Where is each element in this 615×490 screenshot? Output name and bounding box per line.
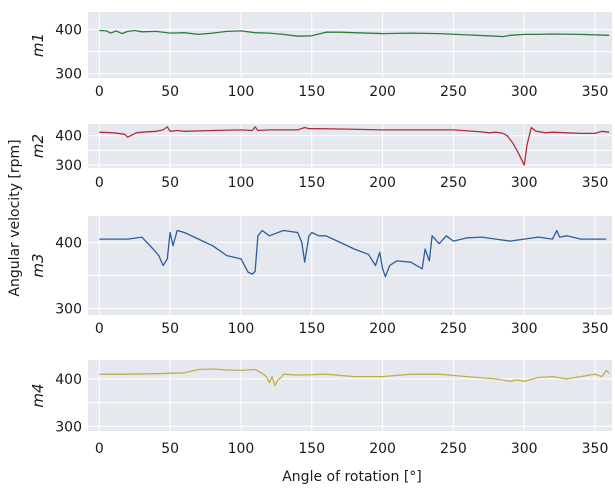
panel-label-m1: m1: [29, 33, 47, 57]
x-tick-label: 150: [298, 441, 325, 457]
x-tick-label: 50: [161, 84, 179, 100]
plot-background: [88, 216, 612, 315]
y-axis-title: Angular velocity [rpm]: [7, 139, 23, 296]
x-tick-label: 200: [369, 175, 396, 191]
series-line-m3: [99, 229, 607, 278]
panel-m2: 300 400 0 50 100 150 200 250 300 350 m2: [29, 124, 612, 191]
x-tick-label: 250: [440, 441, 467, 457]
x-tick-label: 250: [440, 84, 467, 100]
x-tick-label: 350: [582, 84, 609, 100]
plot-background: [88, 124, 612, 168]
panel-m4: 300 400 0 50 100 150 200 250 300 350 m4: [29, 360, 612, 457]
x-tick-label: 0: [95, 175, 104, 191]
x-tick-label: 50: [161, 441, 179, 457]
x-tick-label: 200: [369, 441, 396, 457]
x-tick-label: 350: [582, 175, 609, 191]
series-line-m1: [99, 29, 610, 38]
x-tick-label: 350: [582, 441, 609, 457]
x-tick-label: 100: [228, 175, 255, 191]
panel-m1: 300 400 0 50 100 150 200 250 300 350 m1: [29, 12, 612, 100]
y-tick-label: 300: [55, 158, 82, 174]
panel-label-m3: m3: [29, 253, 47, 277]
x-tick-label: 200: [369, 321, 396, 337]
x-tick-label: 50: [161, 175, 179, 191]
x-tick-label: 300: [511, 321, 538, 337]
x-tick-label: 100: [228, 321, 255, 337]
x-tick-label: 150: [298, 84, 325, 100]
x-tick-label: 100: [228, 84, 255, 100]
x-tick-label: 150: [298, 321, 325, 337]
y-tick-label: 400: [55, 23, 82, 39]
x-tick-label: 0: [95, 84, 104, 100]
series-line-m2: [99, 126, 610, 166]
x-tick-label: 0: [95, 441, 104, 457]
series-line-m4: [99, 368, 610, 387]
x-tick-label: 300: [511, 175, 538, 191]
panel-label-m2: m2: [29, 134, 47, 158]
y-tick-label: 300: [55, 67, 82, 83]
x-tick-label: 200: [369, 84, 396, 100]
panels: 300 400 0 50 100 150 200 250 300 350 m1 300 400 0 50 10…: [29, 12, 612, 457]
x-tick-label: 50: [161, 321, 179, 337]
plot-background: [88, 360, 612, 431]
y-tick-label: 400: [55, 235, 82, 251]
x-tick-label: 250: [440, 175, 467, 191]
x-tick-label: 350: [582, 321, 609, 337]
y-tick-label: 400: [55, 129, 82, 145]
panel-label-m4: m4: [29, 383, 47, 407]
x-axis-title: Angle of rotation [°]: [282, 469, 422, 485]
x-tick-label: 300: [511, 84, 538, 100]
panel-m3: 300 400 0 50 100 150 200 250 300 350 m3: [29, 216, 612, 337]
y-tick-label: 300: [55, 419, 82, 435]
x-tick-label: 0: [95, 321, 104, 337]
x-tick-label: 150: [298, 175, 325, 191]
y-tick-label: 400: [55, 372, 82, 388]
plot-background: [88, 12, 612, 78]
y-tick-label: 300: [55, 301, 82, 317]
x-tick-label: 250: [440, 321, 467, 337]
x-tick-label: 100: [228, 441, 255, 457]
x-tick-label: 300: [511, 441, 538, 457]
